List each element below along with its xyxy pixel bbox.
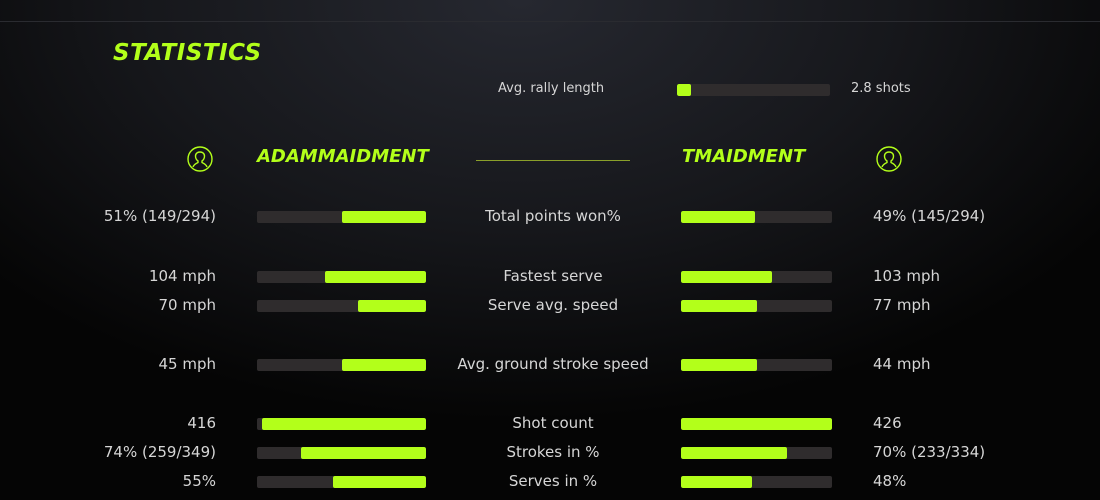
stat-left-bar-fill bbox=[358, 300, 426, 312]
page-title: STATISTICS bbox=[113, 40, 262, 66]
stat-left-bar-fill bbox=[341, 211, 426, 223]
rally-value: 2.8 shots bbox=[851, 81, 911, 96]
rally-label: Avg. rally length bbox=[498, 81, 605, 96]
stat-right-bar bbox=[681, 271, 832, 283]
stat-left-bar-fill bbox=[262, 418, 426, 430]
stat-right-bar bbox=[681, 211, 832, 223]
stat-right-value: 77 mph bbox=[873, 296, 931, 314]
stat-right-value: 426 bbox=[873, 414, 902, 432]
stat-left-value: 74% (259/349) bbox=[103, 443, 216, 461]
stat-left-value: 104 mph bbox=[148, 267, 216, 285]
player-2-name: TMAIDMENT bbox=[682, 146, 806, 167]
stat-left-value: 51% (149/294) bbox=[103, 207, 216, 225]
stat-label: Total points won% bbox=[485, 207, 621, 225]
stat-right-bar bbox=[681, 300, 832, 312]
stat-label: Shot count bbox=[512, 414, 594, 432]
stat-left-bar bbox=[257, 447, 426, 459]
stat-right-bar-fill bbox=[681, 418, 832, 430]
user-circle-icon bbox=[876, 146, 902, 172]
stat-right-bar bbox=[681, 476, 832, 488]
user-circle-icon bbox=[187, 146, 213, 172]
stat-left-bar bbox=[257, 211, 426, 223]
stat-label: Serves in % bbox=[508, 472, 598, 490]
stat-left-bar bbox=[257, 359, 426, 371]
stat-right-bar-fill bbox=[681, 211, 755, 223]
stat-right-bar-fill bbox=[681, 271, 772, 283]
stat-right-bar bbox=[681, 447, 832, 459]
stat-left-value: 70 mph bbox=[158, 296, 217, 314]
stat-right-value: 103 mph bbox=[873, 267, 941, 285]
top-divider bbox=[0, 21, 1100, 22]
player-1-name: ADAMMAIDMENT bbox=[257, 146, 429, 167]
stat-left-bar-fill bbox=[324, 271, 426, 283]
stat-right-bar-fill bbox=[681, 359, 757, 371]
stat-left-bar bbox=[257, 271, 426, 283]
stat-right-bar-fill bbox=[681, 300, 757, 312]
stat-left-bar-fill bbox=[300, 447, 426, 459]
header-divider bbox=[476, 160, 630, 161]
stat-right-bar bbox=[681, 359, 832, 371]
stat-right-value: 70% (233/334) bbox=[873, 443, 986, 461]
stat-left-value: 416 bbox=[187, 414, 216, 432]
rally-bar bbox=[677, 84, 830, 96]
stat-left-value: 55% bbox=[182, 472, 216, 490]
stat-label: Avg. ground stroke speed bbox=[457, 355, 649, 373]
stat-left-bar-fill bbox=[333, 476, 426, 488]
stat-left-bar bbox=[257, 476, 426, 488]
stat-label: Strokes in % bbox=[506, 443, 600, 461]
rally-bar-fill bbox=[677, 84, 691, 96]
stat-right-value: 49% (145/294) bbox=[873, 207, 986, 225]
stat-right-value: 48% bbox=[873, 472, 907, 490]
stat-left-value: 45 mph bbox=[158, 355, 217, 373]
stat-label: Fastest serve bbox=[503, 267, 603, 285]
stat-right-value: 44 mph bbox=[873, 355, 931, 373]
stat-left-bar bbox=[257, 300, 426, 312]
stat-left-bar-fill bbox=[341, 359, 426, 371]
stat-left-bar bbox=[257, 418, 426, 430]
stat-right-bar bbox=[681, 418, 832, 430]
stat-right-bar-fill bbox=[681, 476, 752, 488]
stat-label: Serve avg. speed bbox=[487, 296, 619, 314]
stat-right-bar-fill bbox=[681, 447, 787, 459]
